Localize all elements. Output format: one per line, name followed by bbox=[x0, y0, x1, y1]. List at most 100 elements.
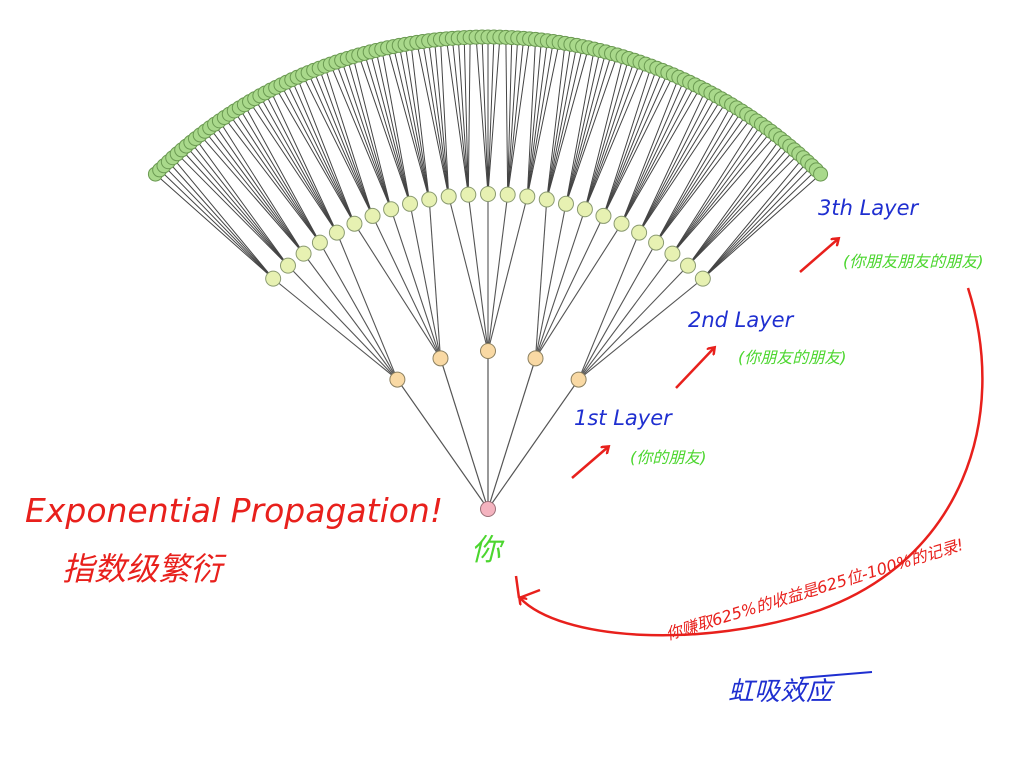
edge bbox=[584, 56, 624, 210]
edge bbox=[204, 130, 304, 254]
edge bbox=[655, 107, 738, 243]
node-layer-2 bbox=[631, 224, 648, 241]
edge bbox=[439, 358, 489, 510]
node-layer-2 bbox=[480, 186, 496, 202]
edge bbox=[445, 38, 469, 195]
edge bbox=[526, 41, 554, 197]
edge bbox=[172, 157, 274, 279]
edge bbox=[621, 87, 701, 224]
edge bbox=[565, 50, 601, 204]
edge bbox=[243, 104, 321, 243]
edge bbox=[638, 95, 717, 233]
node-layer-2 bbox=[519, 188, 536, 205]
edge bbox=[319, 242, 398, 380]
layer-note: (你朋友朋友的朋友) bbox=[843, 252, 984, 271]
edge bbox=[410, 43, 430, 200]
edge bbox=[638, 98, 722, 233]
edge bbox=[195, 138, 289, 266]
edge bbox=[602, 70, 663, 217]
edge bbox=[687, 153, 800, 266]
node-layer-2 bbox=[680, 257, 697, 274]
edge bbox=[396, 379, 489, 510]
edge bbox=[296, 77, 355, 224]
edge bbox=[535, 223, 623, 359]
node-layer-2 bbox=[402, 195, 419, 212]
edge bbox=[313, 70, 374, 217]
edge bbox=[372, 215, 441, 359]
edge bbox=[507, 38, 525, 195]
edge bbox=[159, 169, 274, 279]
edge bbox=[526, 39, 537, 197]
edge bbox=[307, 72, 374, 217]
edge bbox=[434, 39, 450, 197]
edge bbox=[584, 61, 641, 210]
edge bbox=[155, 173, 274, 279]
edge bbox=[687, 141, 786, 266]
edge bbox=[578, 253, 673, 380]
node-layer-3 bbox=[813, 166, 829, 182]
edge bbox=[375, 50, 411, 204]
edge bbox=[398, 45, 430, 200]
layer-note: (你的朋友) bbox=[630, 448, 707, 467]
node-layer-2 bbox=[311, 234, 328, 251]
node-layer-2 bbox=[648, 234, 665, 251]
edge bbox=[190, 141, 289, 266]
edge bbox=[621, 79, 685, 224]
node-layer-2 bbox=[440, 188, 457, 205]
edge bbox=[687, 138, 781, 266]
edge bbox=[275, 87, 355, 224]
edges bbox=[155, 37, 821, 510]
node-layer-1 bbox=[527, 350, 544, 367]
node-layer-1 bbox=[432, 350, 449, 367]
edge bbox=[621, 84, 696, 224]
edge bbox=[291, 79, 355, 224]
feedback-label: 虹吸效应 bbox=[728, 677, 836, 707]
edge bbox=[287, 265, 398, 380]
edge bbox=[409, 203, 442, 359]
edge bbox=[702, 165, 813, 279]
edge bbox=[534, 209, 586, 359]
headline-chinese: 指数级繁衍 bbox=[62, 550, 227, 588]
headline: Exponential Propagation! bbox=[25, 491, 443, 530]
edge bbox=[507, 37, 513, 195]
edge bbox=[565, 54, 618, 204]
edge bbox=[199, 134, 304, 254]
node-layer-2 bbox=[295, 245, 312, 262]
edge bbox=[702, 173, 821, 279]
node-layer-2 bbox=[557, 195, 574, 212]
edge bbox=[671, 124, 762, 254]
layer-arrow bbox=[799, 239, 838, 273]
node-layer-1 bbox=[480, 343, 496, 359]
edge bbox=[546, 45, 578, 200]
node-layer-2 bbox=[328, 224, 345, 241]
edge bbox=[507, 38, 531, 195]
edge bbox=[404, 44, 430, 200]
layer-title: 2nd Layer bbox=[688, 308, 795, 332]
edge bbox=[369, 51, 411, 204]
edge bbox=[392, 46, 430, 200]
underline bbox=[799, 671, 873, 679]
edge bbox=[416, 42, 450, 197]
node-layer-2 bbox=[421, 191, 438, 208]
edge bbox=[302, 74, 374, 217]
edge bbox=[578, 232, 640, 380]
layer-arrow bbox=[675, 348, 714, 389]
edge bbox=[457, 37, 469, 195]
edge bbox=[655, 113, 748, 243]
edge bbox=[387, 47, 430, 200]
edge bbox=[621, 82, 691, 224]
edge bbox=[335, 61, 392, 210]
edge bbox=[181, 149, 289, 266]
edge bbox=[336, 232, 398, 380]
edge bbox=[272, 278, 398, 381]
edge bbox=[602, 65, 652, 217]
node-layer-2 bbox=[613, 215, 630, 232]
edge bbox=[687, 145, 791, 266]
edge bbox=[702, 157, 804, 279]
edge bbox=[672, 134, 777, 254]
node-layer-2 bbox=[364, 207, 381, 224]
edge bbox=[467, 37, 471, 195]
edge bbox=[487, 37, 501, 195]
edge bbox=[318, 68, 374, 217]
edge bbox=[264, 92, 338, 233]
